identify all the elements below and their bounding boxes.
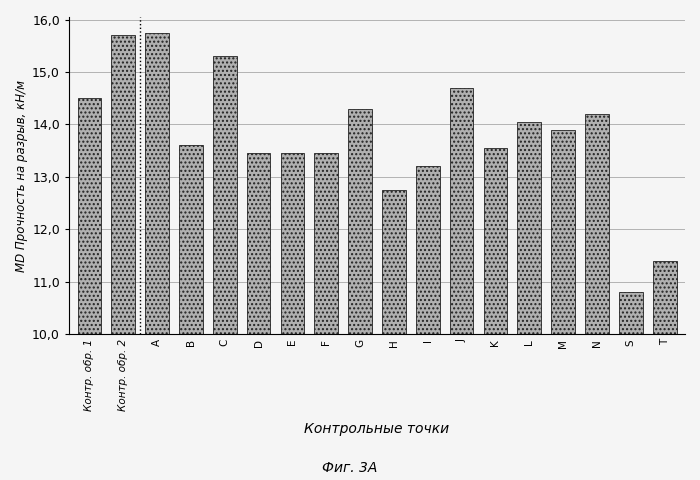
Y-axis label: MD Прочность на разрыв, кН/м: MD Прочность на разрыв, кН/м [15,80,28,272]
Bar [653,261,676,334]
Bar [450,88,473,334]
Bar [349,108,372,334]
Bar [246,153,270,334]
Bar [213,56,237,334]
Bar [619,292,643,334]
Bar [517,122,541,334]
Text: Фиг. 3А: Фиг. 3А [322,461,378,475]
Bar [585,114,609,334]
Bar [552,130,575,334]
Bar [179,145,203,334]
X-axis label: Контрольные точки: Контрольные точки [304,422,449,436]
Bar [416,167,440,334]
Bar [314,153,338,334]
Bar [78,98,102,334]
Bar [111,36,135,334]
Bar [145,33,169,334]
Bar [484,148,508,334]
Bar [281,153,304,334]
Bar [382,190,406,334]
